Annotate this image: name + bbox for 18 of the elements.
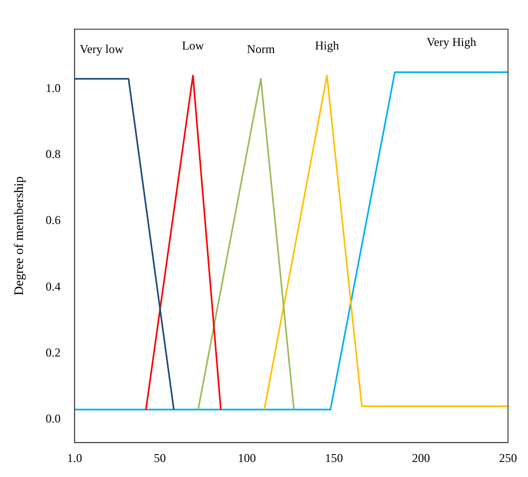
text: Low xyxy=(182,38,204,52)
x-tick-label: 50 xyxy=(154,450,166,465)
y-tick-label: 0.4 xyxy=(46,279,61,294)
x-tick-label: 250 xyxy=(499,450,517,465)
series-label: Very High xyxy=(426,35,476,50)
y-tick-label: 1.0 xyxy=(46,80,61,95)
text: Norm xyxy=(246,42,276,56)
y-tick-label: 0.6 xyxy=(46,213,61,228)
y-tick-label: 0.0 xyxy=(46,412,61,426)
series-label: Very low xyxy=(80,42,124,56)
text: High xyxy=(314,38,339,52)
y-tick-label: 0.2 xyxy=(46,345,61,360)
y-axis-title: Degree of membership xyxy=(11,176,26,296)
y-tick-label: 0.8 xyxy=(46,147,61,162)
x-tick-label: 200 xyxy=(412,450,430,465)
x-tick-label: 100 xyxy=(238,450,256,465)
x-tick-label: 150 xyxy=(324,450,343,465)
x-tick-label: 1.0 xyxy=(67,450,82,465)
